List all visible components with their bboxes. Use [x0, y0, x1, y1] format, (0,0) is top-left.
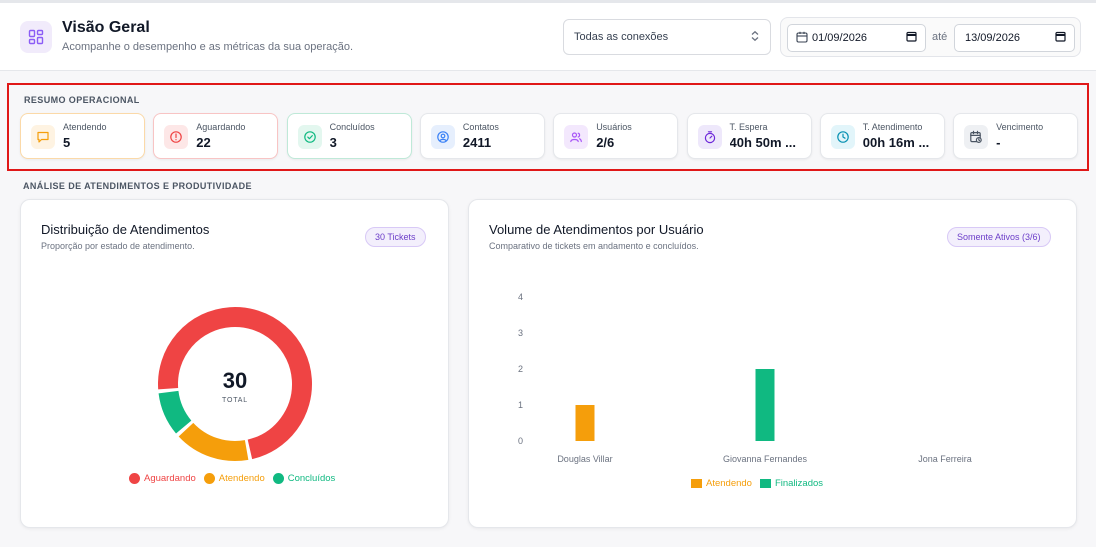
- volume-title: Volume de Atendimentos por Usuário: [489, 222, 704, 237]
- calendar-picker-icon[interactable]: [906, 31, 917, 45]
- legend-item-finalizados[interactable]: Finalizados: [759, 478, 824, 489]
- date-from-value: 01/09/2026: [812, 32, 868, 44]
- calendar-clock-icon: [964, 125, 989, 149]
- page-subtitle: Acompanhe o desempenho e as métricas da …: [62, 41, 354, 53]
- legend-label: Finalizados: [774, 478, 824, 489]
- donut-slice-atendendo[interactable]: [157, 306, 312, 461]
- bar-legend: Atendendo Finalizados: [691, 478, 823, 489]
- calendar-icon: [796, 31, 808, 46]
- summary-card-contatos[interactable]: Contatos 2411: [419, 113, 545, 159]
- distribution-subtitle: Proporção por estado de atendimento.: [41, 241, 195, 251]
- donut-center-value: 30: [223, 368, 247, 393]
- check-circle-icon: [297, 125, 322, 149]
- date-range-filter: 01/09/2026 até 13/09/2026: [780, 17, 1081, 57]
- active-users-badge: Somente Ativos (3/6): [947, 227, 1051, 247]
- date-to-value: 13/09/2026: [965, 32, 1021, 44]
- distribution-panel: Distribuição de Atendimentos Proporção p…: [20, 199, 449, 528]
- date-from-input[interactable]: 01/09/2026: [787, 24, 926, 52]
- summary-card-label: Atendendo: [63, 122, 107, 132]
- tickets-badge: 30 Tickets: [365, 227, 426, 247]
- legend-item-atendendo[interactable]: Atendendo: [691, 478, 752, 489]
- x-tick-label: Giovanna Fernandes: [723, 454, 808, 464]
- page-title: Visão Geral: [62, 19, 150, 36]
- donut-slice-aguardando[interactable]: [158, 307, 312, 462]
- bar-finalizados-giovanna-fernandes[interactable]: [755, 369, 775, 441]
- dashboard-grid-icon: [20, 21, 52, 53]
- bar-atendendo-douglas-villar[interactable]: [575, 405, 595, 441]
- summary-card-label: T. Espera: [729, 122, 768, 132]
- summary-card-value: 2411: [462, 135, 492, 150]
- summary-card-label: Concluídos: [329, 122, 375, 132]
- legend-label: Atendendo: [218, 473, 265, 484]
- summary-card-value: 3: [329, 135, 337, 150]
- summary-card-label: Contatos: [462, 122, 499, 132]
- message-icon: [31, 125, 55, 149]
- legend-label: Concluídos: [287, 473, 336, 484]
- stopwatch-icon: [697, 125, 722, 149]
- clock-icon: [830, 125, 855, 149]
- x-tick-label: Douglas Villar: [557, 454, 612, 464]
- summary-card-value: 22: [196, 135, 211, 150]
- summary-card-label: Vencimento: [996, 122, 1044, 132]
- x-tick-label: Jona Ferreira: [918, 454, 972, 464]
- alert-circle-icon: [164, 125, 189, 149]
- summary-card-value: -: [996, 135, 1001, 150]
- y-tick-label: 1: [518, 400, 523, 410]
- legend-item-atendendo[interactable]: Atendendo: [203, 473, 265, 484]
- calendar-picker-icon[interactable]: [1055, 31, 1066, 45]
- date-separator: até: [932, 31, 948, 43]
- users-icon: [564, 125, 589, 149]
- legend-item-aguardando[interactable]: Aguardando: [129, 473, 196, 484]
- summary-card-label: Aguardando: [196, 122, 246, 132]
- summary-card-value: 5: [63, 135, 71, 150]
- y-tick-label: 2: [518, 364, 523, 374]
- bar-chart: 0 1 2 3 4 Douglas Villar Giovanna Fernandes Jon…: [518, 292, 972, 464]
- summary-card-atendendo[interactable]: Atendendo 5: [20, 113, 145, 159]
- y-tick-label: 3: [518, 328, 523, 338]
- select-chevrons-icon: [750, 30, 760, 45]
- summary-highlight-box: [7, 83, 1089, 171]
- user-circle-icon: [430, 125, 455, 149]
- summary-card-value: 00h 16m ...: [862, 135, 930, 150]
- summary-card-vencimento[interactable]: Vencimento -: [953, 113, 1079, 159]
- legend-label: Atendendo: [706, 478, 752, 489]
- legend-dot: [272, 473, 284, 484]
- summary-card-t-espera[interactable]: T. Espera 40h 50m ...: [686, 113, 812, 159]
- legend-swatch: [759, 479, 771, 488]
- y-tick-label: 0: [518, 436, 523, 446]
- summary-section-title: RESUMO OPERACIONAL: [24, 95, 140, 105]
- summary-card-label: Usuários: [596, 122, 632, 132]
- legend-swatch: [691, 479, 702, 488]
- date-to-input[interactable]: 13/09/2026: [954, 24, 1075, 52]
- legend-dot: [203, 473, 215, 484]
- analysis-section-title: ANÁLISE DE ATENDIMENTOS E PRODUTIVIDADE: [23, 181, 252, 191]
- summary-card-value: 2/6: [596, 135, 615, 150]
- summary-card-label: T. Atendimento: [862, 122, 923, 132]
- summary-card-aguardando[interactable]: Aguardando 22: [153, 113, 279, 159]
- connection-select[interactable]: Todas as conexões: [563, 19, 771, 55]
- donut-slice-concluídos[interactable]: [141, 290, 330, 479]
- summary-card-usu-rios[interactable]: Usuários 2/6: [553, 113, 679, 159]
- connection-select-value: Todas as conexões: [574, 31, 669, 43]
- summary-card-t-atendimento[interactable]: T. Atendimento 00h 16m ...: [819, 113, 945, 159]
- y-tick-label: 4: [518, 292, 523, 302]
- legend-dot: [129, 473, 140, 484]
- legend-item-concluídos[interactable]: Concluídos: [272, 473, 336, 484]
- legend-label: Aguardando: [144, 473, 196, 484]
- volume-subtitle: Comparativo de tickets em andamento e co…: [489, 241, 699, 251]
- donut-chart: 30 TOTAL: [141, 290, 330, 479]
- donut-center-label: TOTAL: [222, 397, 248, 404]
- donut-legend: Aguardando Atendendo Concluídos: [129, 473, 335, 484]
- summary-card-value: 40h 50m ...: [729, 135, 796, 150]
- page-header: Visão Geral Acompanhe o desempenho e as …: [0, 3, 1096, 71]
- distribution-title: Distribuição de Atendimentos: [41, 222, 210, 237]
- top-border: [0, 0, 1096, 3]
- volume-panel: Volume de Atendimentos por Usuário Compa…: [468, 199, 1077, 528]
- summary-card-conclu-dos[interactable]: Concluídos 3: [286, 113, 412, 159]
